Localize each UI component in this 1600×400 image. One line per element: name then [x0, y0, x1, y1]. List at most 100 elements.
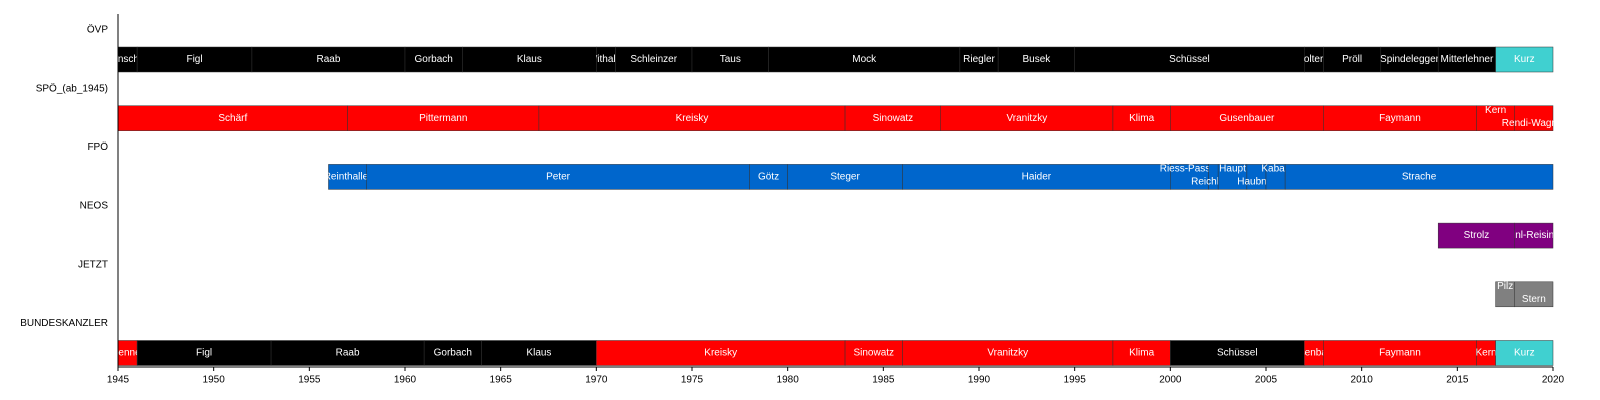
segment-bar — [691, 46, 769, 73]
segment-label: Haider — [1022, 172, 1052, 183]
segment-label: Sinowatz — [853, 348, 894, 359]
segment-label: Figl — [186, 54, 202, 65]
segment-label: Spindelegger — [1380, 54, 1440, 65]
segment-bar — [1437, 222, 1515, 249]
segment-label: Kern — [1475, 348, 1496, 359]
segment-bar — [1112, 105, 1171, 131]
segment-label: Kabas — [1261, 164, 1289, 175]
segment-bar — [940, 105, 1114, 131]
segment-label: Götz — [758, 172, 779, 183]
segment-bar — [1495, 340, 1554, 366]
segment-bar — [1514, 281, 1554, 308]
segment-bar — [136, 340, 272, 366]
segment-bar — [462, 46, 597, 73]
segment-label: Reichhold — [1191, 177, 1235, 188]
segment-label: Riegler — [963, 54, 995, 65]
segment-label: Riess-Passer — [1160, 164, 1220, 175]
segment-label: Taus — [720, 54, 741, 65]
segment-label: Klaus — [517, 54, 542, 65]
segment-label: Kunschak — [106, 54, 151, 65]
x-tick-label: 2005 — [1255, 375, 1278, 386]
row-label: BUNDESKANZLER — [20, 318, 108, 329]
segment-bar — [1437, 46, 1496, 73]
segment-bar — [1170, 340, 1305, 366]
segment-bar — [136, 46, 253, 73]
segment-label: Gorbach — [415, 54, 453, 65]
segment-label: Gusenbauer — [1219, 113, 1275, 124]
x-tick-label: 1960 — [394, 375, 417, 386]
segment-label: Mitterlehner — [1440, 54, 1493, 65]
segment-label: Klima — [1129, 348, 1154, 359]
segment-bar — [347, 105, 540, 131]
segment-label: Kurz — [1514, 54, 1535, 65]
segment-label: Schüssel — [1169, 54, 1210, 65]
segment-label: Schüssel — [1217, 348, 1258, 359]
segment-bar — [844, 105, 941, 131]
row-label: JETZT — [78, 259, 108, 270]
segment-bar — [404, 46, 463, 73]
segment-label: Steger — [830, 172, 860, 183]
segment-label: Raab — [317, 54, 341, 65]
segment-label: Withalm — [588, 54, 624, 65]
segment-label: Vranitzky — [1006, 113, 1047, 124]
x-tick-label: 1950 — [203, 375, 226, 386]
segment-label: Pröll — [1342, 54, 1362, 65]
segment-label: Peter — [546, 172, 571, 183]
x-tick-label: 1975 — [681, 375, 704, 386]
segment-bar — [1476, 105, 1515, 131]
segment-bar — [1323, 46, 1382, 73]
segment-label: Busek — [1023, 54, 1052, 65]
segment-bar — [787, 164, 903, 190]
segment-label: Pilz — [1497, 281, 1513, 292]
segment-bar — [1323, 340, 1477, 366]
segment-label: Rendi-Wagner — [1502, 118, 1567, 129]
segment-bar — [1074, 46, 1305, 73]
segment-label: Kern — [1485, 105, 1506, 116]
segment-label: Vranitzky — [987, 348, 1028, 359]
segment-label: Kurz — [1514, 348, 1535, 359]
x-tick-label: 1980 — [777, 375, 800, 386]
segment-label: Stern — [1522, 294, 1546, 305]
segment-bar — [1217, 164, 1248, 190]
segment-bar — [1514, 222, 1554, 249]
row-label: SPÖ_(ab_1945) — [36, 82, 108, 94]
segment-label: Faymann — [1379, 113, 1421, 124]
segment-label: Kreisky — [704, 348, 737, 359]
x-tick-label: 2015 — [1446, 375, 1469, 386]
segment-label: Schleinzer — [630, 54, 677, 65]
segment-label: Klima — [1129, 113, 1154, 124]
x-tick-label: 1945 — [107, 375, 130, 386]
segment-bar — [1514, 105, 1554, 131]
segment-label: Faymann — [1379, 348, 1421, 359]
row-label: FPÖ — [87, 141, 108, 153]
segment-label: Gusenbauer — [1286, 348, 1342, 359]
segment-label: Gorbach — [434, 348, 472, 359]
segment-label: Klaus — [526, 348, 551, 359]
segment-bar — [1495, 46, 1554, 73]
segment-bar — [1112, 340, 1171, 366]
row-label: ÖVP — [87, 24, 108, 36]
segment-label: Reinthaller — [324, 172, 372, 183]
x-tick-label: 2020 — [1542, 375, 1565, 386]
segment-label: Schärf — [218, 113, 247, 124]
x-tick-label: 2010 — [1351, 375, 1374, 386]
x-tick-label: 2000 — [1159, 375, 1182, 386]
segment-label: Meinl-Reisinger — [1499, 230, 1569, 241]
segment-bar — [481, 340, 597, 366]
segment-bar — [538, 105, 846, 131]
segment-bar — [366, 164, 750, 190]
segment-bar — [596, 340, 846, 366]
segment-label: Molterer — [1295, 54, 1332, 65]
segment-bar — [270, 340, 425, 366]
segment-label: Kreisky — [676, 113, 709, 124]
x-tick-label: 1965 — [490, 375, 513, 386]
x-tick-label: 1990 — [968, 375, 991, 386]
x-tick-label: 1955 — [298, 375, 321, 386]
segment-bar — [1380, 46, 1439, 73]
x-tick-label: 1985 — [872, 375, 895, 386]
x-tick-label: 1995 — [1064, 375, 1087, 386]
segment-bar — [749, 164, 788, 190]
segment-label: Haubner — [1237, 177, 1276, 188]
segment-bar — [1170, 105, 1324, 131]
